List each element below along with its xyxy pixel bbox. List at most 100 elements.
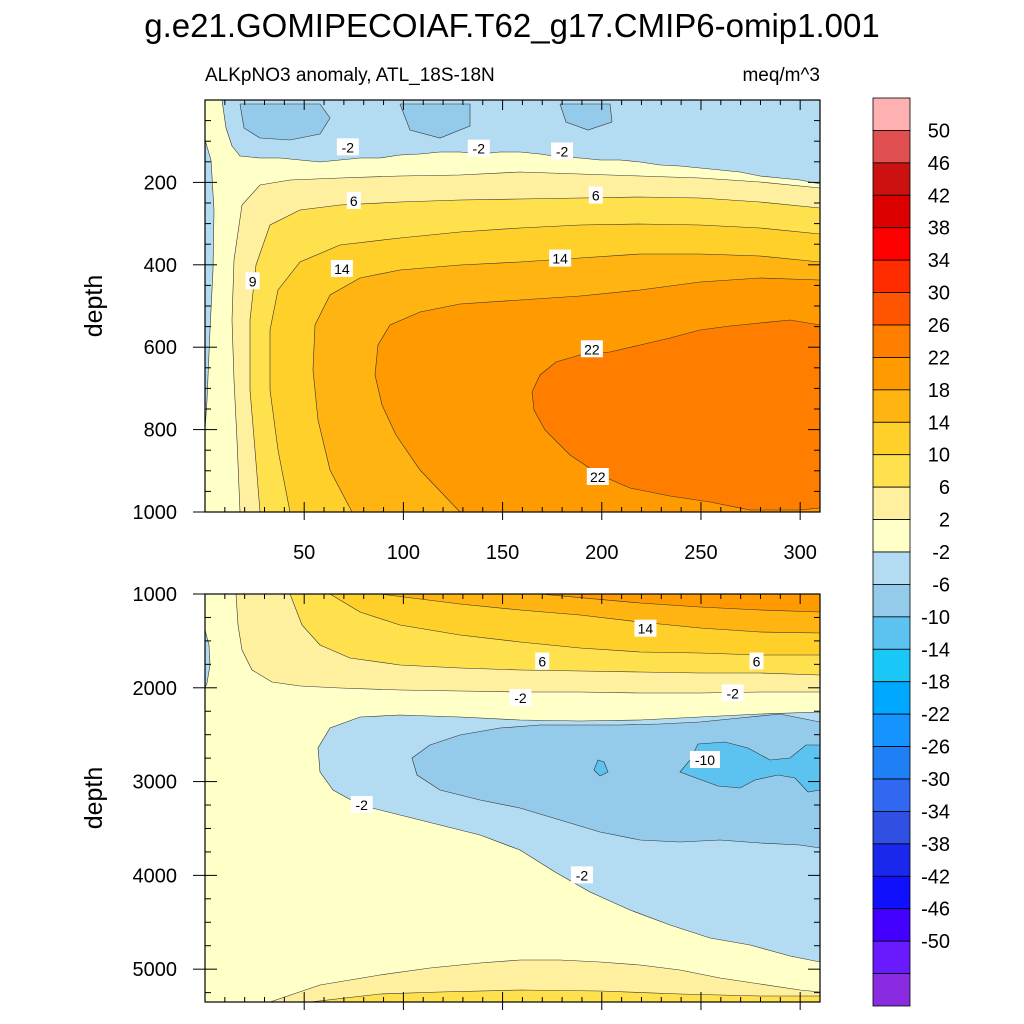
y-tick-label: 600 — [144, 337, 177, 359]
contour-label-box — [588, 186, 603, 204]
upper-x-ticks: 50 100 150 200 250 300 — [224, 100, 821, 564]
lower-fill-bottom-positive-6 — [309, 989, 820, 1002]
contour-label-text: 22 — [584, 341, 600, 357]
colorbar-tick-label: 18 — [928, 380, 950, 402]
y-tick-label: 400 — [144, 255, 177, 277]
contour-label: 6 — [535, 652, 550, 670]
colorbar-swatch — [872, 486, 911, 520]
colorbar-swatch — [872, 648, 911, 683]
contour-label: -2 — [336, 138, 359, 156]
contour-label-box — [551, 142, 574, 160]
lower-y-axis-label: depth — [80, 767, 108, 830]
contour-label: -2 — [509, 689, 532, 707]
chart-title: g.e21.GOMIPECOIAF.T62_g17.CMIP6-omip1.00… — [144, 7, 880, 44]
contour-label: 6 — [346, 191, 361, 209]
contour-label-text: 6 — [538, 654, 546, 670]
colorbar-swatch — [872, 324, 911, 358]
contour-label-text: 6 — [753, 654, 761, 670]
contour-label-box — [586, 467, 609, 485]
x-tick-label: 250 — [684, 542, 717, 564]
colorbar-swatch — [872, 843, 911, 877]
lower-y-ticks: 1000 2000 3000 4000 5000 — [133, 584, 820, 994]
y-tick-label: 1000 — [133, 502, 178, 524]
colorbar-tick-label: -50 — [921, 931, 950, 953]
colorbar-swatch — [872, 227, 911, 261]
contour-label-text: 14 — [552, 251, 568, 267]
colorbar-swatch — [872, 713, 911, 747]
colorbar-tick-label: -6 — [932, 574, 950, 596]
colorbar-swatch — [872, 292, 911, 326]
colorbar-swatch — [872, 551, 911, 585]
contour-label: -2 — [570, 866, 593, 884]
colorbar-swatch — [872, 908, 911, 942]
contour-label-box — [336, 138, 359, 156]
colorbar-tick-label: -34 — [921, 801, 950, 823]
x-tick-label: 100 — [387, 542, 420, 564]
contour-label-text: -2 — [556, 144, 569, 160]
upper-fill-level-22 — [531, 319, 820, 511]
colorbar-tick-label: -2 — [932, 542, 950, 564]
contour-label: 14 — [330, 259, 353, 277]
contour-label: -10 — [689, 751, 720, 769]
x-tick-label: 300 — [783, 542, 816, 564]
contour-label-text: -2 — [576, 867, 589, 883]
y-tick-label: 5000 — [133, 959, 178, 981]
contour-label: -2 — [721, 684, 744, 702]
colorbar-swatch — [872, 940, 911, 974]
lower-contour-labels: 14 6 6 -2 -2 -10 -2 -2 — [350, 619, 764, 884]
contour-label-text: 6 — [592, 188, 600, 204]
upper-y-ticks: 200 400 600 800 1000 — [133, 99, 820, 524]
contour-label: 14 — [634, 619, 657, 637]
colorbar-swatch — [872, 97, 911, 131]
contour-label-box — [346, 191, 361, 209]
contour-label: 6 — [588, 186, 603, 204]
colorbar-swatch — [872, 778, 911, 812]
contour-label-box — [467, 139, 490, 157]
colorbar-swatch — [872, 259, 911, 293]
lower-fill-level-18 — [539, 594, 820, 613]
contour-label-box — [330, 259, 353, 277]
colorbar-swatch — [872, 973, 911, 1007]
colorbar-swatch — [872, 162, 911, 196]
contour-label: 22 — [586, 467, 609, 485]
lower-plot-frame — [204, 593, 821, 1003]
contour-label-text: 9 — [249, 273, 257, 289]
colorbar-swatch — [872, 811, 911, 845]
y-tick-label: 4000 — [133, 865, 178, 887]
contour-label: 22 — [580, 340, 603, 358]
colorbar-swatch — [872, 875, 911, 910]
lower-fill-edge-negative — [205, 629, 211, 689]
colorbar-tick-label: 38 — [928, 218, 950, 240]
colorbar-tick-label: 26 — [928, 315, 950, 337]
colorbar-swatch — [872, 194, 911, 229]
contour-label: -2 — [467, 139, 490, 157]
colorbar: 50 46 42 38 34 30 26 22 18 14 10 6 2 -2 -6 -10 -14 -18 -22… — [872, 97, 950, 1007]
colorbar-swatch — [872, 746, 911, 780]
colorbar-swatch — [872, 130, 911, 164]
lower-fill-bottom-positive — [269, 959, 820, 1002]
contour-label: 9 — [245, 272, 260, 290]
colorbar-swatch — [872, 421, 911, 456]
upper-y-axis-label: depth — [80, 275, 108, 338]
colorbar-tick-label: -22 — [921, 704, 950, 726]
contour-label: -2 — [551, 142, 574, 160]
colorbar-tick-label: -38 — [921, 834, 950, 856]
contour-label-box — [580, 340, 603, 358]
contour-label-box — [535, 652, 550, 670]
colorbar-swatch — [872, 454, 911, 488]
contour-label-box — [245, 272, 260, 290]
contour-label-box — [350, 796, 373, 814]
contour-label-box — [509, 689, 532, 707]
y-tick-label: 1000 — [133, 584, 178, 606]
lower-x-ticks — [224, 594, 821, 1010]
x-tick-label: 200 — [585, 542, 618, 564]
contour-label-text: 14 — [334, 261, 350, 277]
colorbar-swatch — [872, 389, 911, 423]
y-tick-label: 3000 — [133, 772, 178, 794]
chart-subtitle-variable: ALKpNO3 anomaly, ATL_18S-18N — [205, 65, 495, 86]
contour-label-box — [721, 684, 744, 702]
colorbar-tick-label: -30 — [921, 769, 950, 791]
colorbar-tick-label: 30 — [928, 283, 950, 305]
